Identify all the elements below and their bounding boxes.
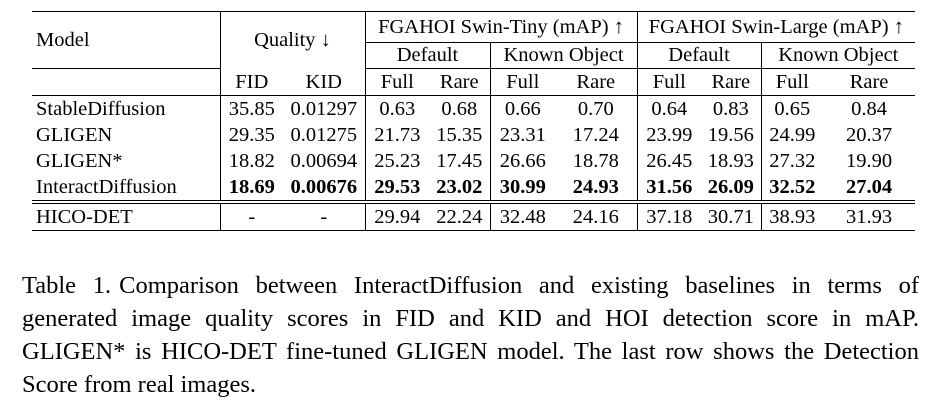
cell-tiny-known-full: 23.31 bbox=[489, 122, 555, 148]
header-tiny-default-rare: Rare bbox=[429, 68, 490, 96]
header-tiny-known-object: Known Object bbox=[489, 42, 638, 69]
table-row: GLIGEN* 18.82 0.00694 25.23 17.45 26.66 … bbox=[32, 148, 915, 174]
cell-large-default-rare: 26.09 bbox=[707, 175, 754, 198]
cell-kid: 0.00676 bbox=[290, 175, 358, 198]
header-large-default-full: Full bbox=[636, 68, 702, 96]
row-model-name: StableDiffusion bbox=[36, 97, 166, 120]
cell-tiny-known-rare: 18.78 bbox=[572, 149, 619, 172]
cell-large-known-rare: 27.04 bbox=[846, 175, 893, 198]
cell-fid: 18.69 bbox=[219, 174, 283, 202]
header-large-default-rare: Rare bbox=[701, 68, 762, 96]
header-model: Model bbox=[32, 11, 220, 69]
table-row-best: InteractDiffusion 18.69 0.00676 29.53 23… bbox=[32, 174, 915, 202]
table-row: HICO-DET - - 29.94 22.24 32.48 24.16 37.… bbox=[32, 200, 916, 231]
cell-large-known-full: 24.99 bbox=[760, 122, 824, 148]
cell-kid: 0.00694 bbox=[290, 149, 358, 172]
header-empty bbox=[32, 68, 220, 96]
cell-tiny-default-full: 29.53 bbox=[364, 174, 429, 202]
cell-large-default-full: 23.99 bbox=[636, 122, 702, 148]
cell-tiny-default-full: 21.73 bbox=[364, 122, 429, 148]
row-model-name: HICO-DET bbox=[32, 200, 220, 231]
cell-tiny-known-full: 0.66 bbox=[489, 95, 555, 122]
cell-large-known-full: 38.93 bbox=[760, 200, 824, 231]
cell-large-default-rare: 18.93 bbox=[707, 149, 754, 172]
cell-large-default-full: 31.56 bbox=[636, 174, 702, 202]
cell-tiny-default-rare: 23.02 bbox=[436, 175, 483, 198]
header-tiny-default: Default bbox=[364, 42, 490, 69]
header-fid: FID bbox=[219, 68, 283, 96]
cell-tiny-default-rare: 15.35 bbox=[436, 123, 483, 146]
header-large-known-full: Full bbox=[760, 68, 824, 96]
row-model-name: InteractDiffusion bbox=[36, 175, 177, 198]
cell-large-known-full: 27.32 bbox=[760, 148, 824, 174]
cell-tiny-known-rare: 24.16 bbox=[555, 200, 638, 231]
header-group-large: FGAHOI Swin-Large (mAP) ↑ bbox=[636, 11, 916, 43]
table-row: GLIGEN 29.35 0.01275 21.73 15.35 23.31 1… bbox=[32, 122, 915, 148]
cell-fid: 35.85 bbox=[219, 95, 283, 122]
header-large-known-rare: Rare bbox=[823, 68, 916, 96]
cell-fid: 18.82 bbox=[219, 148, 283, 174]
cell-tiny-known-rare: 24.93 bbox=[572, 175, 619, 198]
cell-large-known-full: 32.52 bbox=[760, 174, 824, 202]
header-large-known-object: Known Object bbox=[760, 42, 916, 69]
cell-large-known-rare: 31.93 bbox=[823, 200, 916, 231]
table-caption: Table 1. Comparison between InteractDiffu… bbox=[22, 269, 919, 401]
cell-kid: 0.01275 bbox=[290, 123, 358, 146]
cell-large-known-rare: 0.84 bbox=[851, 97, 887, 120]
header-tiny-known-full: Full bbox=[489, 68, 555, 96]
cell-tiny-default-full: 0.63 bbox=[364, 95, 429, 122]
cell-large-known-rare: 20.37 bbox=[846, 123, 893, 146]
header-tiny-known-rare: Rare bbox=[555, 68, 638, 96]
row-model-name: GLIGEN* bbox=[36, 149, 123, 172]
cell-tiny-known-full: 26.66 bbox=[489, 148, 555, 174]
header-quality: Quality ↓ bbox=[219, 11, 365, 69]
cell-tiny-known-full: 32.48 bbox=[489, 200, 555, 231]
caption-label: Table 1. bbox=[22, 272, 112, 299]
cell-kid: - bbox=[283, 200, 365, 231]
cell-tiny-default-full: 29.94 bbox=[364, 200, 429, 231]
cell-large-default-full: 0.64 bbox=[636, 95, 702, 122]
cell-tiny-default-rare: 0.68 bbox=[441, 97, 478, 120]
cell-kid: 0.01297 bbox=[290, 97, 358, 120]
cell-large-default-full: 37.18 bbox=[636, 200, 702, 231]
cell-large-default-rare: 19.56 bbox=[707, 123, 754, 146]
header-kid: KID bbox=[283, 68, 365, 96]
cell-tiny-known-full: 30.99 bbox=[489, 174, 555, 202]
cell-tiny-known-rare: 17.24 bbox=[572, 123, 619, 146]
cell-tiny-default-full: 25.23 bbox=[364, 148, 429, 174]
header-large-default: Default bbox=[636, 42, 762, 69]
cell-tiny-default-rare: 22.24 bbox=[429, 200, 490, 231]
table-row: StableDiffusion 35.85 0.01297 0.63 0.68 … bbox=[32, 95, 915, 122]
results-table: Model Quality ↓ FGAHOI Swin-Tiny (mAP) ↑… bbox=[32, 11, 916, 231]
cell-large-known-rare: 19.90 bbox=[846, 149, 893, 172]
header-tiny-default-full: Full bbox=[364, 68, 429, 96]
cell-large-default-rare: 30.71 bbox=[701, 200, 762, 231]
cell-tiny-default-rare: 17.45 bbox=[436, 149, 483, 172]
cell-tiny-known-rare: 0.70 bbox=[577, 97, 614, 120]
header-group-tiny: FGAHOI Swin-Tiny (mAP) ↑ bbox=[364, 11, 638, 43]
cell-large-known-full: 0.65 bbox=[760, 95, 824, 122]
cell-fid: 29.35 bbox=[219, 122, 283, 148]
row-model-name: GLIGEN bbox=[36, 123, 113, 146]
cell-fid: - bbox=[219, 200, 283, 231]
cell-large-default-rare: 0.83 bbox=[712, 97, 749, 120]
cell-large-default-full: 26.45 bbox=[636, 148, 702, 174]
caption-text: Comparison between InteractDiffusion and… bbox=[22, 272, 920, 398]
